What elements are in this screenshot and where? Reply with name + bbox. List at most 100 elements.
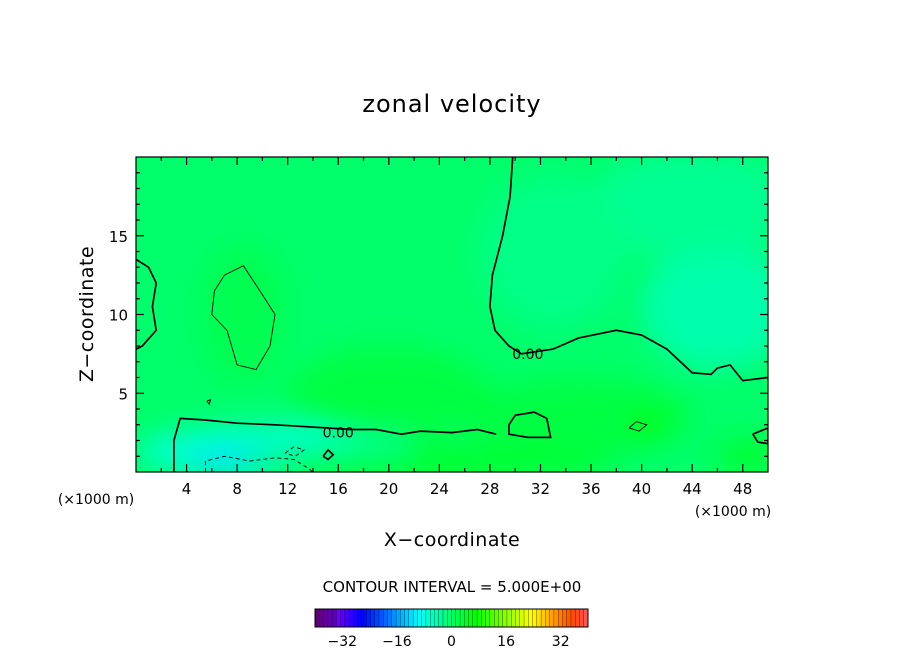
contour-lines [136, 157, 768, 472]
zero-contour [322, 448, 335, 461]
positive-contour [211, 265, 276, 371]
colorbar-swatch [353, 608, 359, 628]
colorbar-swatch [425, 608, 431, 628]
colorbar-swatch [519, 608, 525, 628]
plot-area: 0.00 0.00 [135, 156, 769, 473]
colorbar-swatch [540, 608, 546, 628]
y-tick-labels: 5 10 15 [109, 228, 128, 404]
x-tick-label: 32 [531, 480, 550, 498]
colorbar-swatch [545, 608, 551, 628]
colorbar-swatch [314, 608, 320, 628]
colorbar-swatch [323, 608, 329, 628]
colorbar-swatch [468, 608, 474, 628]
colorbar-swatch [476, 608, 482, 628]
colorbar-swatch [455, 608, 461, 628]
colorbar-swatch [515, 608, 521, 628]
colorbar-swatch [557, 608, 563, 628]
colorbar-swatch [357, 608, 363, 628]
colorbar-swatch [387, 608, 393, 628]
colorbar-swatch [430, 608, 435, 628]
field-region [591, 157, 768, 260]
field-region [628, 409, 667, 441]
x-tick-label: 4 [182, 480, 192, 498]
colorbar-swatch [575, 608, 580, 628]
x-axis-label: X−coordinate [384, 529, 520, 551]
colorbar-swatch [404, 608, 410, 628]
colorbar-swatch [327, 608, 333, 628]
zero-contour [173, 417, 497, 472]
y-tick-label: 10 [109, 307, 128, 325]
colorbar-swatch [523, 608, 529, 628]
y-tick-label: 5 [118, 385, 128, 403]
colorbar-swatch [412, 608, 418, 628]
colorbar-swatch [459, 608, 465, 628]
field-region [287, 346, 490, 441]
colorbar-swatch [438, 608, 444, 628]
positive-contour [628, 421, 648, 432]
x-tick-label: 8 [232, 480, 242, 498]
zero-contour [752, 426, 768, 445]
x-tick-label: 48 [733, 480, 752, 498]
x-tick-label: 40 [632, 480, 651, 498]
negative-contour [205, 455, 314, 472]
colorbar-swatch [344, 608, 350, 628]
colorbar-swatch [494, 608, 499, 628]
colorbar-swatch [506, 608, 512, 628]
colorbar-swatch [489, 608, 495, 628]
colorbar-swatch [395, 608, 401, 628]
field-region [717, 440, 768, 472]
zero-contour [136, 258, 158, 350]
colorbar-swatch [570, 608, 576, 628]
colorbar-swatch [579, 608, 585, 628]
colorbar-swatch [536, 608, 542, 628]
contour-interval-text: CONTOUR INTERVAL = 5.000E+00 [323, 578, 582, 596]
colorbar-swatch [442, 608, 448, 628]
colorbar-swatch [498, 608, 504, 628]
field-region [477, 172, 629, 331]
colorbar-swatch [562, 608, 568, 628]
colorbar-swatch [374, 608, 380, 628]
colorbar-swatch [549, 608, 555, 628]
contour-labels: 0.00 0.00 [323, 347, 544, 442]
colorbar-swatch [336, 608, 342, 628]
zero-contour [508, 411, 552, 439]
colorbar-swatch [361, 608, 367, 628]
colorbar-tick-labels: −32 −16 0 16 32 [328, 634, 570, 650]
colorbar-swatch [417, 608, 423, 628]
negative-contour [284, 446, 306, 457]
colorbar-swatch [383, 608, 388, 628]
colorbar-swatch [391, 608, 397, 628]
y-axis-label: Z−coordinate [76, 246, 98, 382]
colorbar-frame [314, 608, 589, 628]
colorbar-swatch [366, 608, 371, 628]
contour-label: 0.00 [323, 426, 354, 442]
x-tick-label: 28 [480, 480, 499, 498]
field-region [641, 243, 768, 370]
velocity-field-shading [136, 157, 768, 472]
chart-title: zonal velocity [362, 90, 541, 118]
colorbar-swatch [421, 608, 427, 628]
colorbar-swatch [502, 608, 508, 628]
colorbar-tick-label: −16 [382, 634, 412, 650]
colorbar [314, 608, 589, 628]
colorbar-swatch [532, 608, 538, 628]
colorbar-swatch [400, 608, 406, 628]
x-tick-label: 36 [581, 480, 600, 498]
colorbar-swatch [370, 608, 376, 628]
x-tick-label: 24 [430, 480, 449, 498]
colorbar-tick-label: −32 [328, 634, 358, 650]
x-tick-label: 16 [329, 480, 348, 498]
field-region [237, 446, 617, 472]
positive-contour [206, 398, 212, 406]
colorbar-swatch [464, 608, 470, 628]
colorbar-swatch [331, 608, 337, 628]
colorbar-tick-label: 0 [447, 634, 456, 650]
y-unit-label: (×1000 m) [58, 492, 134, 508]
colorbar-swatch [319, 608, 324, 628]
colorbar-swatch [348, 608, 354, 628]
colorbar-swatch [481, 608, 487, 628]
colorbar-swatch [485, 608, 491, 628]
contour-label: 0.00 [512, 347, 543, 363]
colorbar-tick-label: 16 [497, 634, 515, 650]
